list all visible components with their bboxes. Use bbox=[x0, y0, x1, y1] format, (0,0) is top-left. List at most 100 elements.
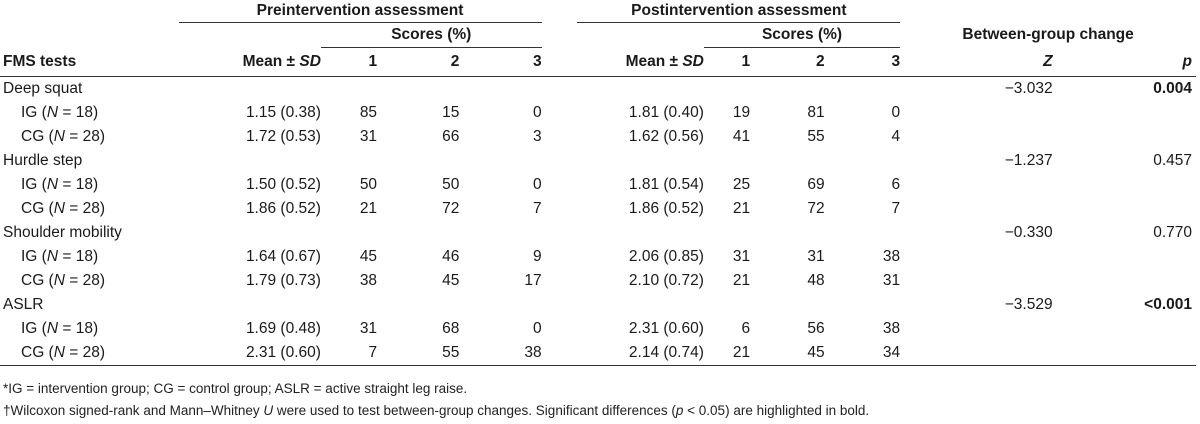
header-post-score-1: 1 bbox=[741, 53, 751, 70]
header-pre-mean-sd: Mean ± SD bbox=[179, 48, 321, 77]
post-score-1: 41 bbox=[732, 128, 751, 145]
group-prefix: IG ( bbox=[21, 320, 47, 337]
table-cell bbox=[321, 293, 377, 317]
pre-mean-sd: 1.15 (0.38) bbox=[245, 104, 321, 121]
post-score-2: 31 bbox=[807, 248, 825, 265]
group-suffix: = 18) bbox=[58, 320, 99, 337]
post-mean-sd: 1.81 (0.54) bbox=[628, 176, 704, 193]
table-cell bbox=[179, 293, 321, 317]
table-body: Deep squat −3.032 0.004 IG (N = 18) 1.15 (0.… bbox=[0, 76, 1196, 366]
table-cell bbox=[1052, 341, 1196, 366]
header-pre-score-3: 3 bbox=[532, 53, 542, 70]
footnote-p: p bbox=[675, 403, 684, 418]
group-row: IG (N = 18) 1.64 (0.67) 45 46 9 2.06 (0.85) 31… bbox=[0, 245, 1196, 269]
post-score-3: 7 bbox=[891, 200, 901, 217]
pre-score-1: 31 bbox=[359, 128, 378, 145]
post-score-3: 4 bbox=[891, 128, 901, 145]
post-mean-sd: 1.86 (0.52) bbox=[628, 200, 704, 217]
table-cell bbox=[542, 197, 578, 221]
pre-mean-sd: 2.31 (0.60) bbox=[178, 341, 321, 366]
footnote-text: †Wilcoxon signed-rank and Mann–Whitney bbox=[3, 403, 264, 418]
table-cell bbox=[542, 125, 578, 149]
table-cell bbox=[577, 149, 703, 173]
p-label: p bbox=[1182, 52, 1192, 70]
table-cell bbox=[703, 76, 751, 101]
post-mean-sd: 1.62 (0.56) bbox=[628, 128, 704, 145]
pre-score-3: 3 bbox=[532, 128, 542, 145]
table-cell bbox=[750, 221, 825, 245]
post-mean-sd: 2.31 (0.60) bbox=[628, 320, 704, 337]
group-prefix: IG ( bbox=[21, 104, 47, 121]
table-cell bbox=[900, 317, 1052, 341]
pre-score-1: 50 bbox=[359, 176, 378, 193]
table-cell bbox=[179, 149, 321, 173]
group-label: CG (N = 28) bbox=[0, 197, 179, 221]
group-row: CG (N = 28) 2.31 (0.60) 7 55 38 2.14 (0.74) 21… bbox=[0, 341, 1196, 366]
group-label: IG (N = 18) bbox=[0, 317, 179, 341]
table-cell bbox=[900, 173, 1052, 197]
post-score-2: 69 bbox=[807, 176, 825, 193]
pre-score-2: 55 bbox=[377, 341, 460, 366]
post-mean-sd: 2.14 (0.74) bbox=[577, 341, 704, 366]
table-cell bbox=[178, 76, 321, 101]
post-score-3: 38 bbox=[882, 248, 901, 265]
test-name: Deep squat bbox=[0, 76, 179, 101]
pre-score-3: 9 bbox=[532, 248, 542, 265]
header-preintervention: Preintervention assessment bbox=[178, 0, 542, 23]
pre-score-2: 66 bbox=[442, 128, 460, 145]
table-cell bbox=[1053, 269, 1196, 293]
z-label: Z bbox=[1043, 52, 1053, 70]
pre-mean-sd: 1.50 (0.52) bbox=[245, 176, 321, 193]
post-score-2: 81 bbox=[807, 104, 825, 121]
table-cell bbox=[377, 76, 460, 101]
header-p: p bbox=[1053, 48, 1196, 77]
table-cell bbox=[1053, 125, 1196, 149]
test-row: Shoulder mobility −0.330 0.770 bbox=[0, 221, 1196, 245]
table-cell bbox=[320, 76, 378, 101]
pre-mean-sd: 1.69 (0.48) bbox=[245, 320, 321, 337]
table-cell bbox=[825, 221, 901, 245]
group-prefix: CG ( bbox=[21, 272, 54, 289]
header-spacer bbox=[1053, 0, 1196, 23]
group-suffix: = 28) bbox=[64, 200, 105, 217]
pre-score-3: 17 bbox=[524, 272, 542, 289]
table-cell bbox=[900, 341, 1053, 366]
group-prefix: CG ( bbox=[21, 200, 54, 217]
post-score-2: 56 bbox=[807, 320, 825, 337]
n-symbol: N bbox=[46, 248, 59, 265]
table-cell bbox=[542, 269, 578, 293]
post-score-1: 21 bbox=[732, 272, 751, 289]
pre-mean-sd: 1.79 (0.73) bbox=[245, 272, 321, 289]
header-spacer bbox=[542, 23, 578, 48]
z-value: −0.330 bbox=[1004, 224, 1053, 241]
group-suffix: = 18) bbox=[58, 248, 99, 265]
header-spacer bbox=[542, 48, 578, 77]
table-cell bbox=[542, 317, 578, 341]
footnote-u: U bbox=[263, 403, 274, 418]
p-value: 0.770 bbox=[1153, 224, 1192, 241]
pre-score-2: 68 bbox=[442, 320, 460, 337]
pre-score-2: 15 bbox=[442, 104, 460, 121]
footnote-abbreviations: *IG = intervention group; CG = control g… bbox=[3, 381, 468, 396]
header-post-scores: Scores (%) bbox=[703, 22, 901, 48]
footnote-text: were used to test between-group changes.… bbox=[273, 403, 676, 418]
n-symbol: N bbox=[53, 128, 65, 145]
table-cell bbox=[542, 293, 578, 317]
group-prefix: IG ( bbox=[21, 248, 47, 265]
table-cell bbox=[824, 76, 901, 101]
footnote-statistics: †Wilcoxon signed-rank and Mann–Whitney U… bbox=[3, 400, 869, 422]
post-score-3: 38 bbox=[882, 320, 901, 337]
table-cell bbox=[900, 125, 1052, 149]
p-value: <0.001 bbox=[1144, 296, 1192, 313]
post-mean-sd: 2.10 (0.72) bbox=[628, 272, 704, 289]
table-cell bbox=[541, 341, 578, 366]
table-cell bbox=[577, 221, 703, 245]
post-mean-sd: 2.06 (0.85) bbox=[628, 248, 704, 265]
pre-score-3: 38 bbox=[459, 341, 542, 366]
header-pre-score-1: 1 bbox=[368, 53, 378, 70]
header-post-score-3: 3 bbox=[891, 53, 901, 70]
footnote-text: < 0.05) are highlighted in bold. bbox=[683, 403, 870, 418]
table-cell bbox=[542, 173, 578, 197]
header-pre-scores: Scores (%) bbox=[320, 22, 542, 48]
test-row: ASLR −3.529 <0.001 bbox=[0, 293, 1196, 317]
